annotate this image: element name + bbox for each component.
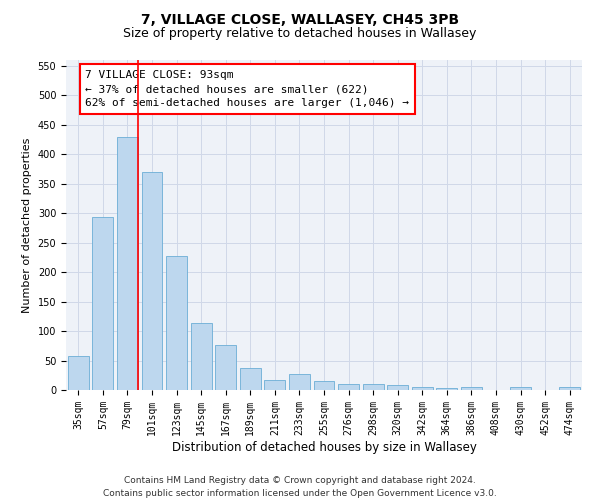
Bar [92,218,113,390]
Bar [510,387,531,390]
Bar [142,172,163,390]
Bar [289,374,310,390]
Bar [166,256,187,390]
Bar [461,387,482,390]
Bar [559,387,580,390]
X-axis label: Distribution of detached houses by size in Wallasey: Distribution of detached houses by size … [172,440,476,454]
Text: 7 VILLAGE CLOSE: 93sqm
← 37% of detached houses are smaller (622)
62% of semi-de: 7 VILLAGE CLOSE: 93sqm ← 37% of detached… [85,70,409,108]
Bar [265,380,286,390]
Bar [191,324,212,390]
Y-axis label: Number of detached properties: Number of detached properties [22,138,32,312]
Bar [436,388,457,390]
Bar [362,384,383,390]
Bar [314,381,334,390]
Bar [117,136,138,390]
Text: Size of property relative to detached houses in Wallasey: Size of property relative to detached ho… [124,28,476,40]
Bar [68,356,89,390]
Text: 7, VILLAGE CLOSE, WALLASEY, CH45 3PB: 7, VILLAGE CLOSE, WALLASEY, CH45 3PB [141,12,459,26]
Bar [240,368,261,390]
Text: Contains HM Land Registry data © Crown copyright and database right 2024.
Contai: Contains HM Land Registry data © Crown c… [103,476,497,498]
Bar [338,384,359,390]
Bar [387,386,408,390]
Bar [412,387,433,390]
Bar [215,345,236,390]
